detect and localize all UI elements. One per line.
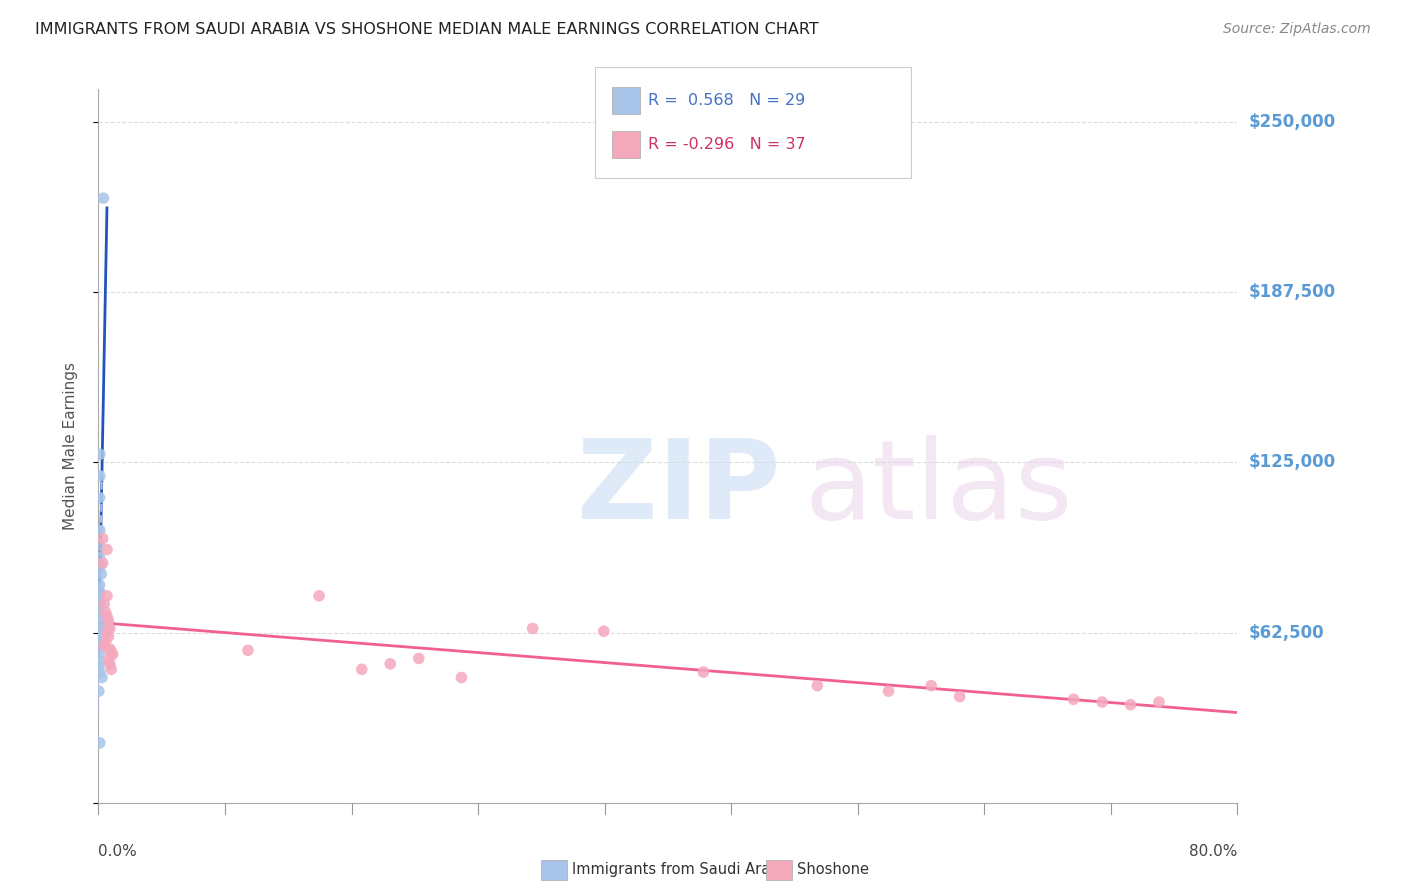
Text: $62,500: $62,500 (1249, 624, 1324, 641)
Text: R =  0.568   N = 29: R = 0.568 N = 29 (648, 94, 806, 108)
Point (89, 586, 111, 600)
Point (97, 613, 120, 627)
Point (89, 610, 111, 624)
Point (89, 736, 111, 750)
Text: Shoshone: Shoshone (797, 863, 869, 877)
Point (97, 630, 120, 644)
Point (308, 589, 330, 603)
Point (100, 645, 122, 659)
Point (98, 641, 121, 656)
Point (87, 617, 110, 632)
Point (89, 550, 111, 565)
Point (89, 524, 111, 538)
Point (96, 625, 118, 640)
Point (93, 597, 115, 611)
Text: Immigrants from Saudi Arabia: Immigrants from Saudi Arabia (572, 863, 793, 877)
Point (89, 469, 111, 483)
Point (101, 648, 124, 662)
Point (87, 684, 110, 698)
Point (89, 558, 111, 573)
Point (87, 605, 110, 619)
Point (91, 532, 114, 546)
Point (522, 622, 544, 636)
Point (806, 679, 828, 693)
Point (692, 665, 714, 679)
Text: atlas: atlas (804, 435, 1073, 542)
Point (87, 625, 110, 640)
Point (87, 654, 110, 668)
Point (89, 537, 111, 551)
Point (97, 619, 120, 633)
Point (94, 605, 117, 619)
Point (89, 646, 111, 660)
Point (89, 665, 111, 679)
Point (98, 657, 121, 671)
Text: IMMIGRANTS FROM SAUDI ARABIA VS SHOSHONE MEDIAN MALE EARNINGS CORRELATION CHART: IMMIGRANTS FROM SAUDI ARABIA VS SHOSHONE… (35, 22, 818, 37)
Point (450, 671, 472, 685)
Point (350, 662, 373, 676)
Point (89, 638, 111, 652)
Point (96, 542, 118, 557)
Point (236, 643, 259, 657)
Point (89, 491, 111, 505)
Point (90, 567, 112, 582)
Point (1091, 695, 1114, 709)
Point (89, 578, 111, 592)
Text: $250,000: $250,000 (1249, 113, 1336, 131)
Point (96, 589, 118, 603)
Point (87, 591, 110, 606)
Point (87, 583, 110, 598)
Y-axis label: Median Male Earnings: Median Male Earnings (63, 362, 77, 530)
Point (408, 651, 430, 665)
Point (1119, 698, 1142, 712)
Point (1147, 695, 1170, 709)
Point (949, 690, 972, 704)
Point (96, 609, 118, 624)
Point (91, 671, 114, 685)
Point (87, 659, 110, 673)
Text: R = -0.296   N = 37: R = -0.296 N = 37 (648, 137, 806, 152)
Point (380, 657, 402, 671)
Point (89, 597, 111, 611)
Point (93, 639, 115, 653)
Text: 0.0%: 0.0% (98, 844, 138, 859)
Text: 80.0%: 80.0% (1189, 844, 1237, 859)
Text: $125,000: $125,000 (1249, 453, 1336, 471)
Text: Source: ZipAtlas.com: Source: ZipAtlas.com (1223, 22, 1371, 37)
Point (100, 662, 122, 676)
Point (87, 632, 110, 647)
Point (1063, 692, 1085, 706)
Point (94, 635, 117, 649)
Point (89, 623, 111, 637)
Text: ZIP: ZIP (576, 435, 780, 542)
Point (97, 653, 120, 667)
Text: $187,500: $187,500 (1249, 283, 1336, 301)
Point (920, 679, 942, 693)
Point (91, 556, 114, 570)
Point (93, 191, 115, 205)
Point (98, 622, 121, 636)
Point (592, 624, 614, 639)
Point (87, 602, 110, 616)
Point (877, 684, 900, 698)
Point (89, 447, 111, 461)
